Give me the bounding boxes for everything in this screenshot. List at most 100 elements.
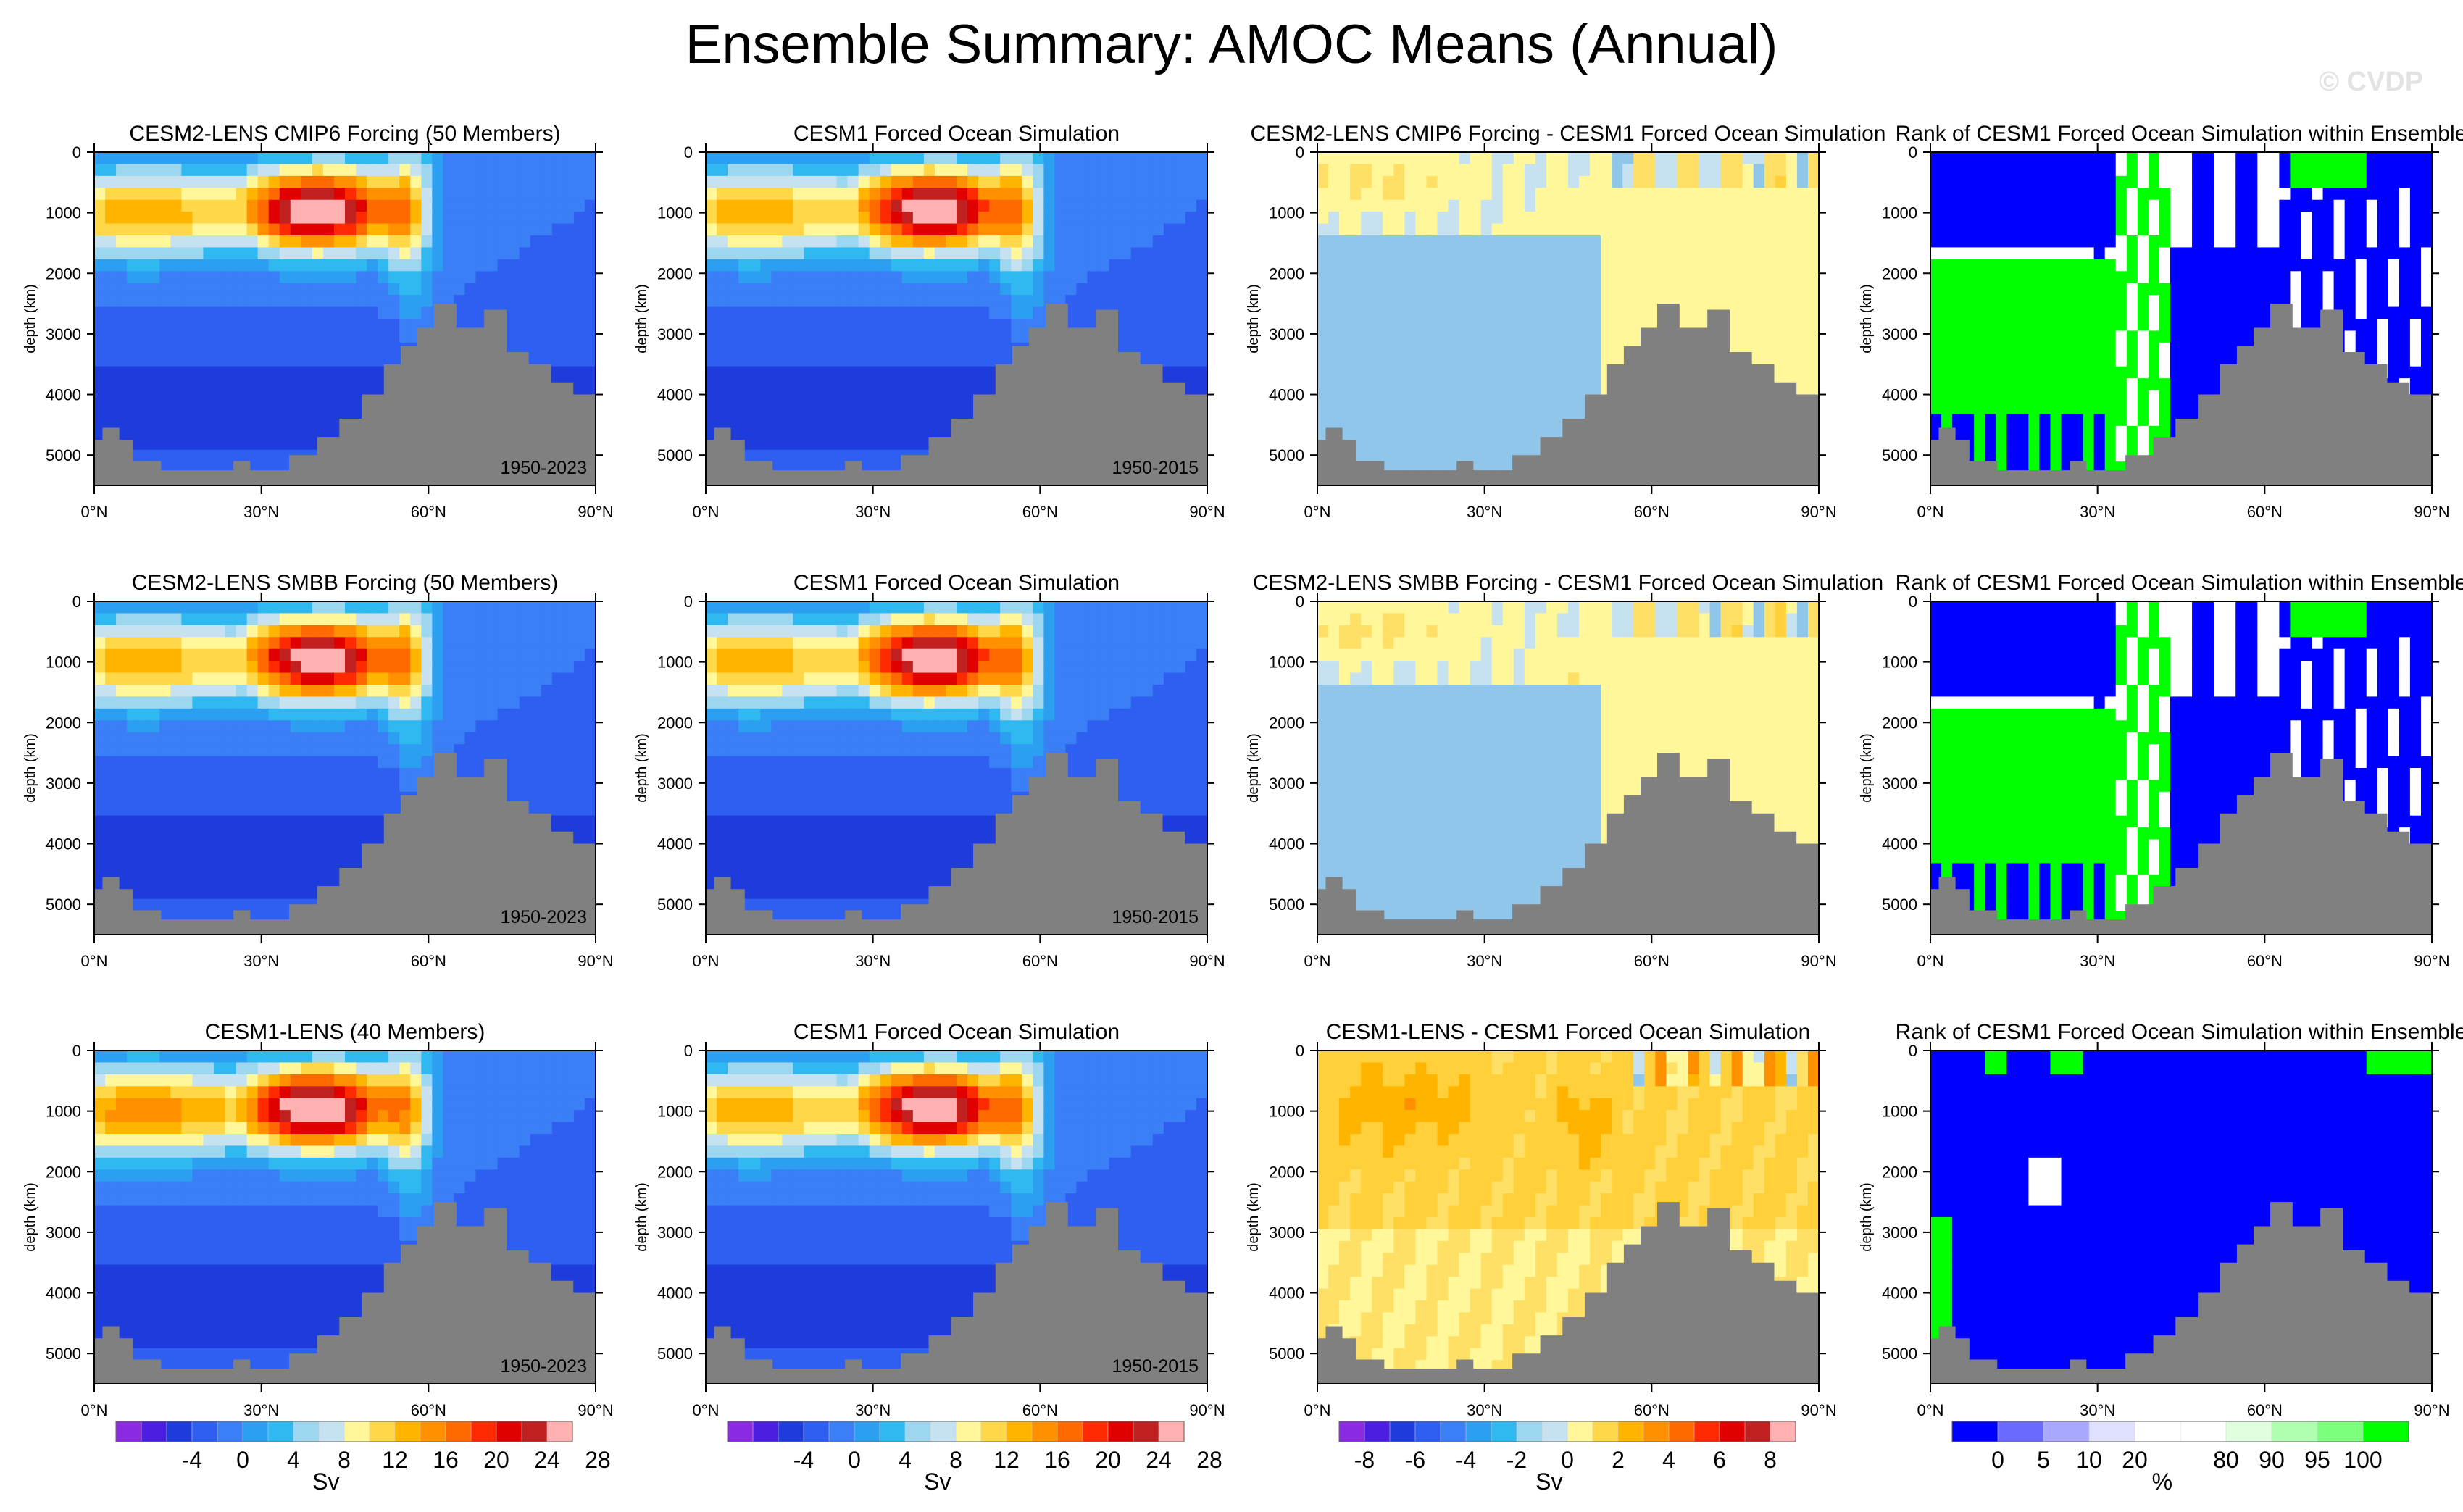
field-cell: [814, 414, 827, 427]
field-cell: [1163, 271, 1175, 284]
field-cell: [1612, 247, 1623, 260]
field-cell: [1185, 342, 1197, 355]
field-cell: [1535, 295, 1547, 308]
field-cell: [771, 342, 783, 355]
field-cell: [562, 188, 575, 201]
field-cell: [1130, 295, 1143, 308]
field-cell: [1974, 319, 1985, 332]
field-cell: [1807, 271, 1820, 284]
field-cell: [236, 449, 248, 462]
field-cell: [1590, 295, 1601, 308]
field-cell: [1328, 188, 1340, 201]
field-cell: [1699, 295, 1711, 308]
field-cell: [945, 402, 957, 415]
field-cell: [116, 223, 128, 236]
field-cell: [2072, 366, 2084, 379]
field-cell: [1633, 212, 1645, 225]
field-cell: [1033, 188, 1045, 201]
field-cell: [1470, 438, 1482, 451]
field-cell: [1612, 283, 1623, 296]
field-cell: [1622, 271, 1634, 284]
field-cell: [2420, 164, 2433, 177]
field-cell: [149, 188, 160, 201]
field-cell: [1753, 283, 1765, 296]
field-cell: [94, 235, 106, 248]
field-cell: [192, 449, 204, 462]
field-cell: [116, 235, 128, 248]
field-cell: [1568, 390, 1580, 403]
field-cell: [1043, 188, 1056, 201]
field-cell: [1941, 378, 1953, 391]
field-cell: [1491, 271, 1504, 284]
panel-title: CESM2-LENS CMIP6 Forcing - CESM1 Forced …: [1251, 122, 1886, 146]
field-cell: [1590, 175, 1601, 188]
field-cell: [1612, 295, 1623, 308]
field-cell: [486, 259, 499, 272]
field-cell: [1546, 212, 1558, 225]
field-cell: [858, 283, 870, 296]
field-cell: [1426, 283, 1438, 296]
field-cell: [1480, 212, 1493, 225]
field-cell: [322, 175, 335, 188]
field-cell: [236, 402, 248, 415]
field-cell: [1437, 235, 1449, 248]
field-cell: [901, 425, 914, 438]
field-cell: [901, 306, 914, 319]
field-cell: [181, 449, 193, 462]
field-cell: [1996, 378, 2007, 391]
field-cell: [138, 175, 149, 188]
field-cell: [2246, 212, 2258, 225]
field-cell: [236, 271, 248, 284]
field-cell: [912, 354, 925, 367]
field-cell: [214, 414, 226, 427]
field-cell: [2409, 188, 2422, 201]
field-cell: [1666, 188, 1678, 201]
field-cell: [279, 223, 291, 236]
field-cell: [836, 199, 849, 212]
field-cell: [1963, 199, 1975, 212]
field-cell: [1633, 175, 1645, 188]
field-cell: [2028, 247, 2041, 260]
field-cell: [1742, 259, 1754, 272]
field-cell: [2279, 259, 2291, 272]
field-cell: [1196, 199, 1208, 212]
field-cell: [2366, 175, 2378, 188]
field-cell: [771, 152, 783, 165]
field-cell: [1655, 223, 1667, 236]
field-cell: [1361, 366, 1372, 379]
field-cell: [192, 354, 204, 367]
field-cell: [573, 354, 585, 367]
field-cell: [2290, 283, 2302, 296]
field-cell: [847, 390, 859, 403]
field-cell: [2301, 283, 2313, 296]
field-cell: [1930, 390, 1942, 403]
field-cell: [2050, 247, 2062, 260]
field-cell: [1491, 366, 1504, 379]
field-cell: [1174, 366, 1186, 379]
field-cell: [749, 402, 761, 415]
field-cell: [551, 319, 564, 332]
field-cell: [333, 354, 346, 367]
field-cell: [804, 438, 816, 451]
field-cell: [1328, 283, 1340, 296]
field-cell: [1196, 366, 1208, 379]
field-cell: [181, 283, 193, 296]
field-cell: [551, 175, 564, 188]
field-cell: [268, 378, 280, 391]
field-cell: [967, 271, 979, 284]
field-cell: [1141, 235, 1154, 248]
field-cell: [706, 402, 717, 415]
field-cell: [2268, 199, 2280, 212]
field-cell: [782, 425, 794, 438]
field-cell: [1952, 390, 1964, 403]
field-cell: [497, 283, 509, 296]
field-cell: [869, 271, 881, 284]
field-cell: [1546, 188, 1558, 201]
y-tick-label: 3000: [657, 325, 693, 343]
field-cell: [1317, 354, 1329, 367]
field-cell: [1480, 295, 1493, 308]
field-cell: [1372, 330, 1383, 343]
field-cell: [1480, 152, 1493, 165]
field-cell: [923, 212, 935, 225]
field-cell: [497, 199, 509, 212]
